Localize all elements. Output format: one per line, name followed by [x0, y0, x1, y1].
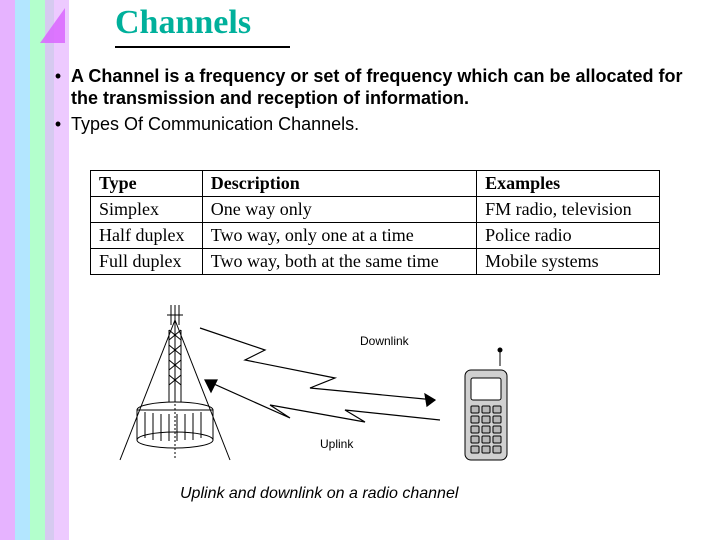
table-cell: Simplex [91, 197, 203, 223]
accent-triangle [40, 8, 65, 43]
slide-title: Channels [115, 4, 251, 42]
uplink-downlink-diagram: Downlink Uplink [105, 300, 605, 480]
channel-types-table: Type Description Examples Simplex One wa… [90, 170, 660, 275]
downlink-label: Downlink [360, 334, 410, 348]
mobile-phone-icon [465, 348, 507, 460]
table-row: Simplex One way only FM radio, televisio… [91, 197, 660, 223]
bullet-marker: • [45, 113, 71, 135]
table-header: Type [91, 171, 203, 197]
bullet-text: A Channel is a frequency or set of frequ… [71, 65, 685, 109]
table-cell: Full duplex [91, 249, 203, 275]
table-cell: Police radio [477, 223, 660, 249]
uplink-arrow-icon [205, 380, 440, 422]
table-cell: FM radio, television [477, 197, 660, 223]
table-row: Half duplex Two way, only one at a time … [91, 223, 660, 249]
table-row: Full duplex Two way, both at the same ti… [91, 249, 660, 275]
table-cell: One way only [202, 197, 476, 223]
title-underline [115, 46, 290, 48]
table-header-row: Type Description Examples [91, 171, 660, 197]
table-header: Description [202, 171, 476, 197]
table-cell: Two way, only one at a time [202, 223, 476, 249]
table-cell: Two way, both at the same time [202, 249, 476, 275]
table-cell: Mobile systems [477, 249, 660, 275]
bullet-marker: • [45, 65, 71, 109]
uplink-label: Uplink [320, 437, 354, 451]
bullet-item: • Types Of Communication Channels. [45, 113, 685, 135]
bullet-text: Types Of Communication Channels. [71, 113, 685, 135]
bullet-list: • A Channel is a frequency or set of fre… [45, 65, 685, 139]
table-header: Examples [477, 171, 660, 197]
diagram-caption: Uplink and downlink on a radio channel [180, 485, 458, 503]
table-cell: Half duplex [91, 223, 203, 249]
bullet-item: • A Channel is a frequency or set of fre… [45, 65, 685, 109]
